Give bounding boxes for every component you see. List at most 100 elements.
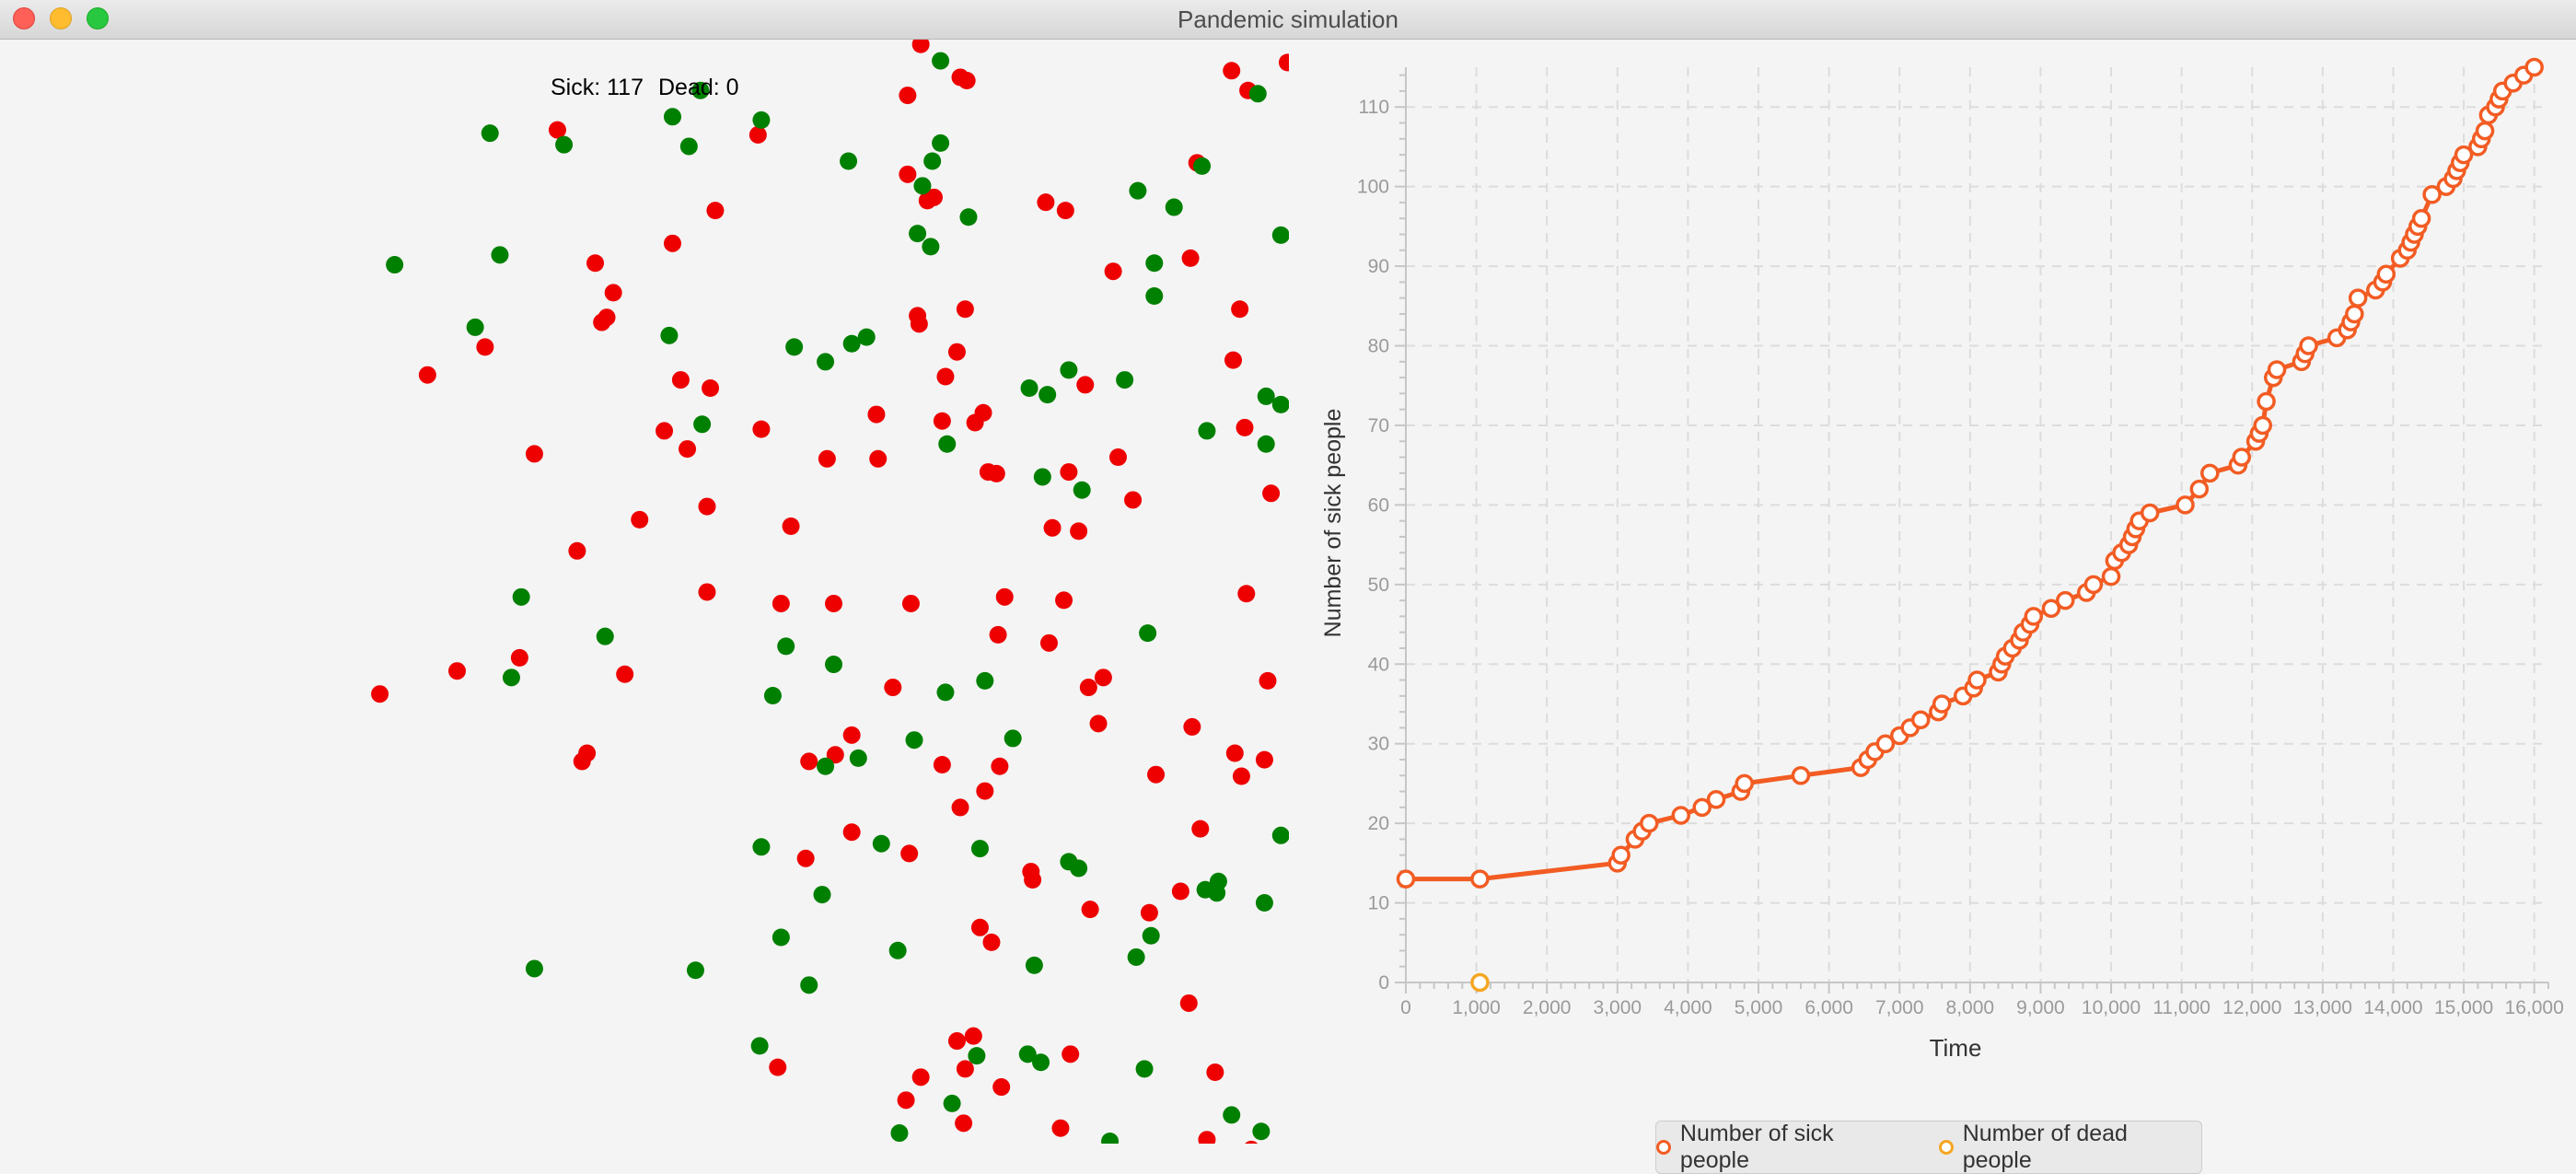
healthy-person-dot (943, 1094, 961, 1112)
healthy-person-dot (1271, 826, 1289, 844)
sick-person-dot (796, 849, 815, 867)
healthy-person-dot (777, 637, 795, 656)
sick-people-chart: 0 1,000 2,000 3,000 4,000 5,000 6,000 7,000 8,00… (1320, 57, 2564, 1062)
healthy-person-dot (466, 318, 484, 336)
healthy-person-dot (691, 81, 710, 99)
healthy-person-dot (849, 749, 867, 767)
sick-person-dot (1055, 591, 1073, 610)
healthy-person-dot (800, 976, 818, 994)
sick-person-dot (936, 367, 955, 386)
sick-person-dot (957, 72, 976, 90)
healthy-person-dot (386, 256, 404, 274)
sick-person-dot (616, 665, 634, 683)
sick-person-dot (1245, 1140, 1259, 1144)
sick-count: Sick: 117 (551, 75, 644, 100)
sick-person-dot (911, 1068, 930, 1087)
chart-series (1396, 57, 2544, 993)
sick-person-dot (842, 726, 861, 744)
sick-person-dot (702, 378, 720, 397)
sick-person-dot (867, 405, 886, 424)
healthy-person-dot (1033, 468, 1051, 486)
sick-person-dot (869, 449, 888, 468)
healthy-person-dot (1135, 1060, 1154, 1078)
maximize-window-button[interactable] (87, 7, 109, 29)
sick-person-dot (989, 625, 1007, 644)
sick-person-dot (992, 1078, 1011, 1097)
x-tick-label: 13,000 (2293, 997, 2352, 1018)
sick-person-dot (568, 541, 586, 560)
sick-person-dot (955, 1114, 973, 1133)
sick-person-dot (1206, 1063, 1224, 1081)
healthy-person-dot (1193, 157, 1212, 175)
sick-person-dot (1147, 765, 1166, 784)
sick-person-dot (748, 125, 767, 144)
healthy-person-dot (817, 757, 835, 775)
healthy-person-dot (693, 415, 712, 434)
sick-person-dot (956, 1060, 974, 1078)
sick-person-dot (1039, 633, 1058, 652)
sick-person-dot (826, 746, 844, 764)
legend-symbol-sick (1656, 1140, 1671, 1155)
healthy-person-dot (1073, 481, 1091, 499)
sick-person-dot (1232, 767, 1250, 785)
sick-data-point (2422, 185, 2442, 204)
healthy-person-dot (763, 686, 782, 704)
sick-person-dot (1198, 1131, 1216, 1144)
sick-data-point (2056, 590, 2075, 610)
sick-data-point (2267, 360, 2287, 379)
x-tick-label: 0 (1400, 997, 1411, 1018)
healthy-person-dot (970, 840, 989, 858)
sick-person-dot (593, 313, 611, 331)
sick-data-point (2348, 288, 2368, 308)
sick-person-dot (476, 338, 494, 356)
healthy-person-dot (752, 110, 771, 129)
sick-person-dot (1171, 882, 1189, 901)
minimize-window-button[interactable] (50, 7, 72, 29)
y-tick-label: 10 (1368, 893, 1389, 914)
chart-grid (1405, 67, 2548, 983)
simulation-canvas (371, 40, 1289, 1144)
sick-data-point (2257, 391, 2276, 412)
sick-person-dot (900, 844, 919, 863)
healthy-person-dot (1032, 1053, 1050, 1072)
healthy-person-dot (750, 1037, 769, 1055)
healthy-person-dot (663, 108, 681, 126)
healthy-person-dot (842, 334, 861, 353)
sick-data-point (2299, 336, 2318, 355)
sick-data-point (2024, 607, 2044, 626)
healthy-person-dot (1145, 254, 1164, 273)
sick-person-dot (1081, 901, 1099, 919)
sick-person-dot (1236, 418, 1254, 436)
healthy-person-dot (1004, 729, 1022, 748)
healthy-person-dot (772, 928, 790, 947)
sick-person-dot (663, 234, 681, 252)
sick-data-point (2041, 599, 2061, 619)
sick-person-dot (1262, 484, 1281, 503)
healthy-person-dot (976, 671, 994, 690)
healthy-person-dot (491, 246, 509, 264)
legend-label-dead: Number of dead people (1962, 1121, 2128, 1173)
sick-person-dot (1076, 376, 1095, 394)
close-window-button[interactable] (13, 7, 35, 29)
sick-person-dot (752, 420, 771, 438)
healthy-person-dot (1070, 859, 1088, 878)
y-tick-label: 80 (1368, 336, 1389, 357)
sick-person-dot (964, 1027, 982, 1045)
x-tick-label: 3,000 (1594, 997, 1642, 1018)
sick-person-dot (1223, 62, 1241, 80)
app-content: Sick: 117 Dead: 0 0 1,000 2,000 3,000 4,000 5,… (0, 40, 2576, 1174)
sick-person-dot (782, 517, 800, 536)
window-title: Pandemic simulation (1178, 6, 1398, 33)
healthy-person-dot (922, 238, 940, 256)
healthy-person-dot (1039, 386, 1057, 404)
y-tick-label: 70 (1368, 415, 1389, 436)
healthy-person-dot (596, 627, 614, 645)
healthy-person-dot (1018, 1045, 1037, 1064)
healthy-person-dot (1255, 894, 1273, 912)
healthy-person-dot (1223, 1106, 1241, 1124)
sick-person-dot (947, 1032, 966, 1051)
chart-legend: Number of sick people Number of dead peo… (1655, 1121, 2202, 1174)
sick-person-dot (800, 752, 818, 771)
y-tick-label: 110 (1359, 97, 1389, 118)
x-tick-label: 10,000 (2082, 997, 2141, 1018)
